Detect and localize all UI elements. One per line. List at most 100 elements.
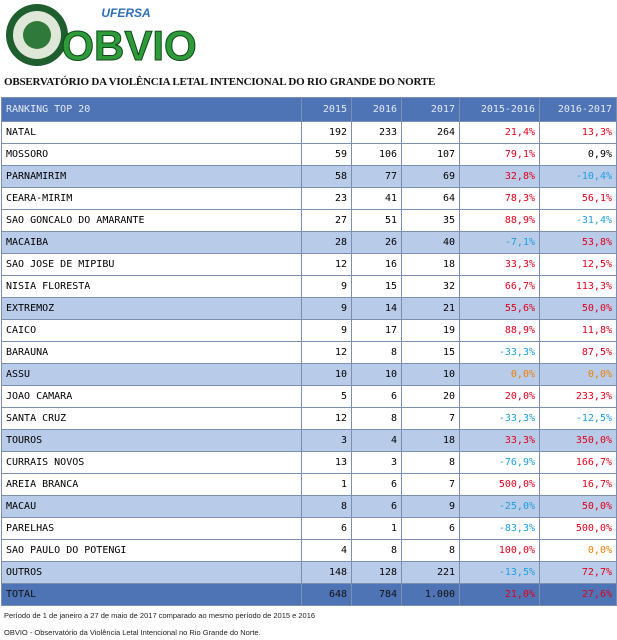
count-cell: 20 — [401, 385, 460, 408]
count-cell: 17 — [351, 319, 402, 342]
table-row: MOSSORO 59 106 107 79,1% 0,9% — [1, 143, 617, 166]
municipality: PARELHAS — [1, 517, 302, 540]
count-cell: 21 — [401, 297, 460, 320]
count-cell: 4 — [351, 429, 402, 452]
count-cell: 12 — [301, 407, 352, 430]
municipality: SANTA CRUZ — [1, 407, 302, 430]
count-cell: 8 — [351, 341, 402, 364]
count-cell: 107 — [401, 143, 460, 166]
count-cell: 9 — [401, 495, 460, 518]
municipality: CURRAIS NOVOS — [1, 451, 302, 474]
change-cell: 0,0% — [459, 363, 540, 386]
logo-emblem-core — [23, 21, 51, 49]
change-cell: -76,9% — [459, 451, 540, 474]
change-cell: 88,9% — [459, 209, 540, 232]
change-cell: 11,8% — [539, 319, 617, 342]
table-row: AREIA BRANCA 1 6 7 500,0% 16,7% — [1, 473, 617, 496]
table-row: NISIA FLORESTA 9 15 32 66,7% 113,3% — [1, 275, 617, 298]
count-cell: 6 — [351, 385, 402, 408]
count-cell: 13 — [301, 451, 352, 474]
change-cell: -12,5% — [539, 407, 617, 430]
count-cell: 192 — [301, 121, 352, 144]
count-cell: 106 — [351, 143, 402, 166]
count-cell: 4 — [301, 539, 352, 562]
count-cell: 23 — [301, 187, 352, 210]
municipality: MACAU — [1, 495, 302, 518]
count-cell: 3 — [301, 429, 352, 452]
count-cell: 6 — [351, 473, 402, 496]
municipality: OUTROS — [1, 561, 302, 584]
count-cell: 28 — [301, 231, 352, 254]
footnote: OBVIO - Observatório da Violência Letal … — [4, 628, 261, 637]
table-row: SANTA CRUZ 12 8 7 -33,3% -12,5% — [1, 407, 617, 430]
column-header: 2015 — [301, 97, 352, 122]
change-cell: 166,7% — [539, 451, 617, 474]
change-cell: 50,0% — [539, 495, 617, 518]
count-cell: 10 — [401, 363, 460, 386]
count-cell: 12 — [301, 341, 352, 364]
count-cell: 77 — [351, 165, 402, 188]
municipality: AREIA BRANCA — [1, 473, 302, 496]
footnote: Período de 1 de janeiro a 27 de maio de … — [4, 611, 316, 620]
count-cell: 26 — [351, 231, 402, 254]
table-row: CAICO 9 17 19 88,9% 11,8% — [1, 319, 617, 342]
count-cell: 14 — [351, 297, 402, 320]
municipality: MOSSORO — [1, 143, 302, 166]
column-header: 2015-2016 — [459, 97, 540, 122]
logo-text: OBVIO — [61, 22, 196, 69]
count-cell: 12 — [301, 253, 352, 276]
logo: UFERSA OBVIO — [6, 4, 197, 70]
municipality: SAO GONCALO DO AMARANTE — [1, 209, 302, 232]
university: UFERSA — [101, 6, 150, 20]
change-cell: 55,6% — [459, 297, 540, 320]
change-cell: -10,4% — [539, 165, 617, 188]
total-row: TOTAL 648 784 1.000 21,0% 27,6% — [1, 583, 617, 606]
table-row: SAO JOSE DE MIPIBU 12 16 18 33,3% 12,5% — [1, 253, 617, 276]
table-row: MACAIBA 28 26 40 -7,1% 53,8% — [1, 231, 617, 254]
change-cell: -31,4% — [539, 209, 617, 232]
change-cell: 79,1% — [459, 143, 540, 166]
count-cell: 148 — [301, 561, 352, 584]
municipality: PARNAMIRIM — [1, 165, 302, 188]
count-cell: 8 — [351, 539, 402, 562]
change-cell: 12,5% — [539, 253, 617, 276]
change-cell: 21,4% — [459, 121, 540, 144]
count-cell: 8 — [351, 407, 402, 430]
table-row: OUTROS 148 128 221 -13,5% 72,7% — [1, 561, 617, 584]
change-cell: 233,3% — [539, 385, 617, 408]
count-cell: 15 — [351, 275, 402, 298]
change-cell: -13,5% — [459, 561, 540, 584]
table-row: PARNAMIRIM 58 77 69 32,8% -10,4% — [1, 165, 617, 188]
change-cell: 88,9% — [459, 319, 540, 342]
count-cell: 7 — [401, 473, 460, 496]
municipality: CAICO — [1, 319, 302, 342]
municipality: NISIA FLORESTA — [1, 275, 302, 298]
count-cell: 9 — [301, 297, 352, 320]
municipality: JOAO CAMARA — [1, 385, 302, 408]
count-cell: 784 — [351, 583, 402, 606]
count-cell: 58 — [301, 165, 352, 188]
municipality: NATAL — [1, 121, 302, 144]
change-cell: 0,0% — [539, 363, 617, 386]
count-cell: 64 — [401, 187, 460, 210]
table-row: SAO PAULO DO POTENGI 4 8 8 100,0% 0,0% — [1, 539, 617, 562]
count-cell: 10 — [301, 363, 352, 386]
change-cell: 72,7% — [539, 561, 617, 584]
count-cell: 1 — [301, 473, 352, 496]
municipality: TOTAL — [1, 583, 302, 606]
count-cell: 221 — [401, 561, 460, 584]
change-cell: 53,8% — [539, 231, 617, 254]
municipality: SAO PAULO DO POTENGI — [1, 539, 302, 562]
change-cell: 20,0% — [459, 385, 540, 408]
change-cell: 113,3% — [539, 275, 617, 298]
count-cell: 6 — [301, 517, 352, 540]
count-cell: 128 — [351, 561, 402, 584]
change-cell: 0,0% — [539, 539, 617, 562]
change-cell: 66,7% — [459, 275, 540, 298]
change-cell: 100,0% — [459, 539, 540, 562]
count-cell: 18 — [401, 429, 460, 452]
column-header: 2016 — [351, 97, 402, 122]
column-header: 2017 — [401, 97, 460, 122]
count-cell: 8 — [301, 495, 352, 518]
change-cell: 27,6% — [539, 583, 617, 606]
